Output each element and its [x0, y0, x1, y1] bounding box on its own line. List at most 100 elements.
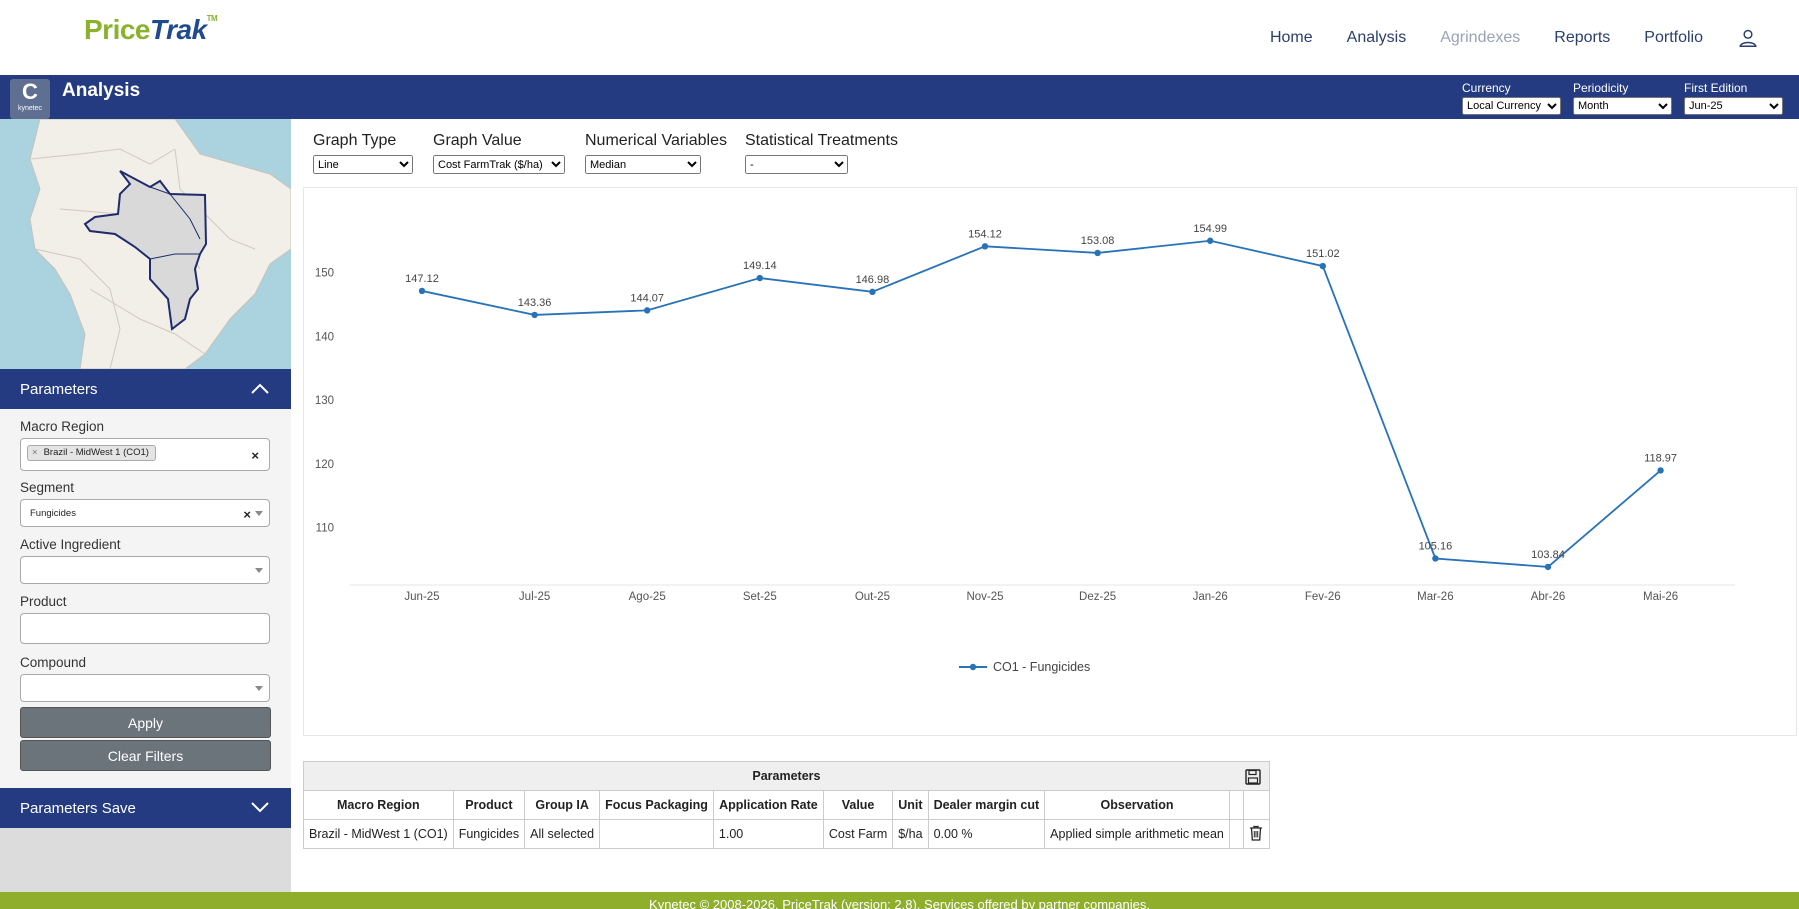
chip-remove-icon[interactable]: × [32, 447, 38, 458]
data-point [1207, 237, 1214, 244]
data-point [756, 274, 763, 282]
legend-marker [969, 663, 977, 671]
logo-trademark: TM [206, 14, 218, 23]
data-point [869, 288, 876, 296]
nav-home[interactable]: Home [1269, 28, 1313, 46]
parameters-save-title: Parameters Save [20, 800, 136, 817]
user-icon[interactable] [1737, 27, 1759, 49]
parameters-table-header-row: Macro Region Product Group IA Focus Pack… [303, 790, 1270, 820]
parameters-table: Parameters Macro Region Product Group IA… [303, 761, 1270, 849]
cell-focus-packaging [599, 819, 714, 849]
nav-agrindexes[interactable]: Agrindexes [1440, 28, 1521, 46]
numerical-variables-select[interactable]: Median [585, 155, 701, 174]
data-point [644, 307, 651, 314]
currency-control: Currency Local Currency [1462, 81, 1561, 115]
data-label: 103.84 [1531, 549, 1565, 561]
apply-button[interactable]: Apply [20, 707, 271, 738]
clear-segment-icon[interactable]: × [243, 507, 251, 522]
x-tick-label: Jul-25 [519, 591, 550, 603]
macro-region-field[interactable]: × Brazil - MidWest 1 (CO1) × [20, 438, 270, 471]
data-label: 118.97 [1644, 452, 1677, 464]
data-label: 153.08 [1081, 235, 1115, 247]
data-point [1657, 467, 1664, 474]
footer: Kynetec © 2008-2026. PriceTrak (version:… [0, 892, 1799, 909]
active-ingredient-field[interactable] [20, 556, 270, 584]
legend-label: CO1 - Fungicides [993, 660, 1090, 674]
trash-icon[interactable] [1249, 825, 1263, 841]
clear-filters-button[interactable]: Clear Filters [20, 740, 271, 771]
compound-field[interactable] [20, 674, 270, 702]
statistical-treatments-control: Statistical Treatments - [745, 132, 898, 174]
segment-value: Fungicides [30, 508, 76, 519]
chevron-up-icon[interactable] [251, 382, 269, 394]
y-tick-label: 120 [315, 459, 334, 471]
table-row: Brazil - MidWest 1 (CO1) Fungicides All … [303, 819, 1270, 849]
top-navbar: PriceTrakTM Home Analysis Agrindexes Rep… [0, 0, 1799, 75]
active-ingredient-label: Active Ingredient [20, 537, 121, 552]
parameters-panel-body: Macro Region × Brazil - MidWest 1 (CO1) ×… [0, 409, 291, 788]
cell-group-ia: All selected [524, 819, 601, 849]
col-header-actions [1242, 790, 1270, 820]
currency-select[interactable]: Local Currency [1462, 97, 1561, 115]
col-header-value: Value [822, 790, 894, 820]
chart-container: 110 120 130 140 150 Jun-25 Jul-25 Ago-25 Set-25 O… [303, 187, 1797, 736]
graph-value-select[interactable]: Cost FarmTrak ($/ha) [433, 155, 565, 174]
clear-macro-region-icon[interactable]: × [251, 448, 259, 463]
data-point [418, 287, 426, 295]
periodicity-select[interactable]: Month [1573, 97, 1672, 115]
chevron-down-icon [255, 686, 263, 691]
region-map[interactable] [0, 119, 291, 369]
nav-portfolio[interactable]: Portfolio [1644, 28, 1703, 46]
data-point [981, 243, 989, 250]
line-chart: 110 120 130 140 150 Jun-25 Jul-25 Ago-25 Set-25 O… [315, 223, 1735, 674]
x-tick-label: Mar-26 [1417, 591, 1453, 603]
product-input[interactable] [20, 613, 270, 644]
nav-reports[interactable]: Reports [1554, 28, 1611, 46]
x-tick-label: Ago-25 [629, 591, 666, 603]
x-tick-label: Nov-25 [966, 591, 1003, 603]
data-point [531, 311, 538, 319]
data-label: 105.16 [1419, 540, 1453, 552]
logo-text-price: Price [84, 14, 151, 45]
cell-product: Fungicides [452, 819, 526, 849]
data-label: 154.12 [968, 228, 1002, 240]
graph-type-select[interactable]: Line [313, 155, 413, 174]
series-line-co1-fungicides [421, 239, 1662, 568]
segment-field[interactable]: Fungicides × [20, 499, 270, 527]
col-header-observation: Observation [1044, 790, 1230, 820]
numerical-variables-label: Numerical Variables [585, 132, 727, 149]
first-edition-select[interactable]: Jun-25 [1684, 97, 1783, 115]
x-tick-label: Set-25 [743, 591, 777, 603]
parameters-panel-header[interactable]: Parameters [0, 369, 291, 409]
y-tick-label: 110 [316, 523, 334, 535]
x-tick-label: Jun-25 [404, 591, 439, 603]
nav-analysis[interactable]: Analysis [1346, 28, 1407, 46]
periodicity-label: Periodicity [1573, 81, 1629, 95]
graph-value-control: Graph Value Cost FarmTrak ($/ha) [433, 132, 565, 174]
col-header-dealer-margin-cut: Dealer margin cut [927, 790, 1046, 820]
parameters-table-title: Parameters [752, 769, 821, 783]
pricetrak-logo[interactable]: PriceTrakTM [84, 14, 218, 46]
data-point [1432, 555, 1439, 562]
x-tick-label: Abr-26 [1531, 591, 1566, 603]
save-floppy-icon[interactable] [1245, 769, 1261, 785]
graph-value-label: Graph Value [433, 132, 522, 149]
page-title: Analysis [62, 80, 141, 101]
cell-application-rate: 1.00 [712, 819, 824, 849]
south-america-map [29, 119, 291, 369]
chevron-down-icon[interactable] [251, 802, 269, 814]
y-tick-label: 130 [315, 395, 334, 407]
cell-actions [1242, 819, 1270, 849]
kynetec-badge-letter: C [22, 79, 38, 104]
statistical-treatments-select[interactable]: - [745, 155, 848, 174]
macro-region-label: Macro Region [20, 419, 105, 434]
cell-macro-region: Brazil - MidWest 1 (CO1) [303, 819, 454, 849]
data-label: 151.02 [1306, 248, 1340, 260]
parameters-save-panel-header[interactable]: Parameters Save [0, 788, 291, 828]
statistical-treatments-label: Statistical Treatments [745, 132, 898, 149]
data-point [1094, 249, 1101, 257]
data-label: 154.99 [1193, 223, 1227, 235]
data-label: 147.12 [405, 273, 439, 285]
x-tick-label: Out-25 [855, 591, 890, 603]
kynetec-badge: C kynetec [10, 79, 50, 119]
